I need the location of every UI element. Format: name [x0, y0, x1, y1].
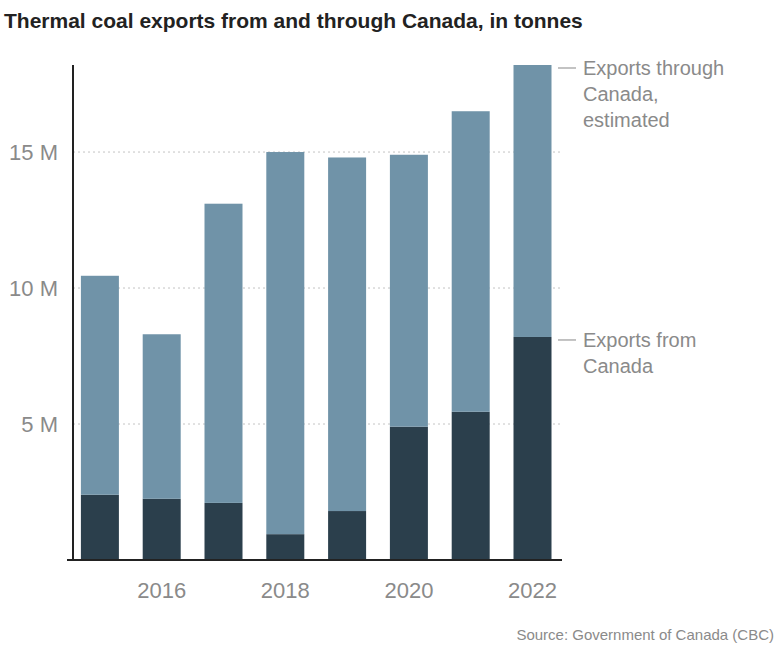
- x-tick-label: 2016: [137, 578, 186, 603]
- y-axis: [72, 65, 74, 560]
- x-tick-label: 2018: [261, 578, 310, 603]
- bar: [452, 412, 490, 560]
- x-tick-label: 2020: [384, 578, 433, 603]
- bar: [205, 503, 243, 560]
- bar: [328, 511, 366, 560]
- bar: [514, 65, 552, 337]
- bar: [266, 152, 304, 534]
- bar: [205, 204, 243, 503]
- source: Source: Government of Canada (CBC): [516, 626, 774, 643]
- legend-label: Exports fromCanada: [583, 329, 696, 377]
- bar: [143, 499, 181, 560]
- bar: [452, 111, 490, 412]
- legend-leader: [558, 339, 576, 340]
- legend-label: Exports throughCanada,estimated: [583, 57, 724, 131]
- y-tick-label: 10 M: [9, 276, 58, 301]
- bar: [143, 334, 181, 499]
- legend-leader: [558, 67, 576, 68]
- x-tick-label: 2022: [508, 578, 557, 603]
- bar: [390, 427, 428, 560]
- bar: [328, 157, 366, 511]
- bar: [81, 276, 119, 495]
- chart: Thermal coal exports from and through Ca…: [0, 0, 780, 650]
- bar: [266, 534, 304, 560]
- y-tick-label: 5 M: [21, 412, 58, 437]
- bar: [514, 337, 552, 560]
- x-axis: [67, 559, 562, 561]
- bar: [390, 155, 428, 427]
- bars: [81, 65, 552, 560]
- title: Thermal coal exports from and through Ca…: [4, 9, 583, 32]
- bar: [81, 495, 119, 560]
- y-tick-label: 15 M: [9, 140, 58, 165]
